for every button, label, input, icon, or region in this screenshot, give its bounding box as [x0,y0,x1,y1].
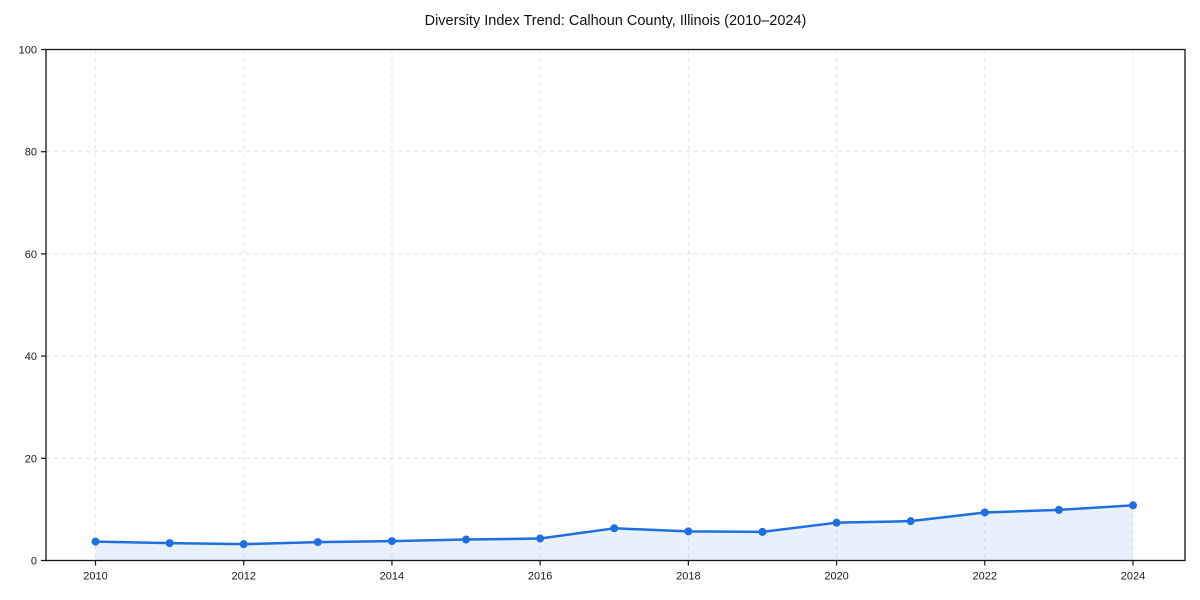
data-point [684,527,693,536]
data-point [610,524,619,533]
data-point [1129,501,1137,510]
data-point [387,537,396,546]
data-point [758,527,767,536]
chart-title: Diversity Index Trend: Calhoun County, I… [424,13,807,29]
series-area [95,505,1133,561]
x-tick-label: 2010 [83,571,107,583]
data-point [906,517,915,526]
x-tick-label: 2018 [676,571,700,583]
data-point [239,540,248,549]
y-tick-label: 80 [25,147,37,159]
data-point [165,539,174,548]
data-point [536,534,545,543]
y-tick-label: 60 [25,249,37,261]
y-tick-label: 0 [31,556,37,568]
data-point [91,537,100,546]
x-tick-label: 2020 [824,571,848,583]
x-tick-label: 2012 [231,571,255,583]
x-tick-label: 2016 [528,571,552,583]
x-tick-label: 2022 [973,571,997,583]
x-tick-label: 2024 [1121,571,1145,583]
data-point [832,518,841,527]
y-tick-label: 20 [25,453,37,465]
y-tick-label: 100 [19,45,37,57]
data-point [980,508,989,517]
plot-border [45,48,1186,562]
y-tick-label: 40 [25,351,37,363]
data-point [462,535,471,544]
data-point [313,538,322,547]
data-point [1054,505,1063,514]
x-tick-label: 2014 [380,571,404,583]
